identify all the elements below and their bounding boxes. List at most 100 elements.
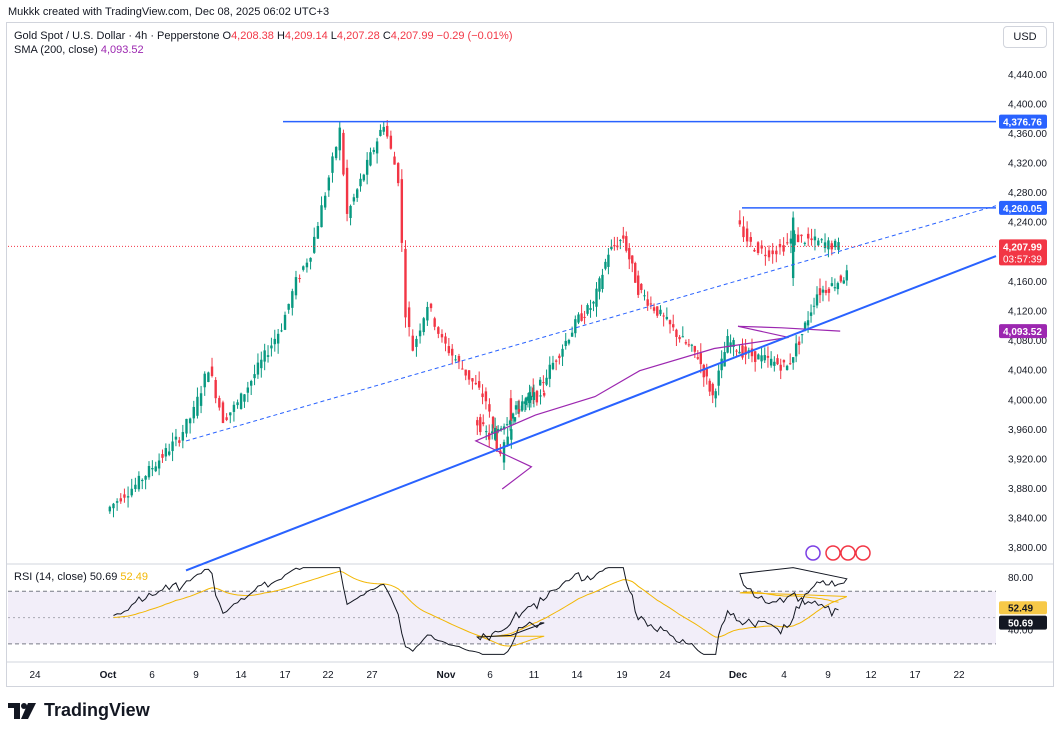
rsi-line[interactable] <box>113 567 848 655</box>
candle-body <box>613 245 616 247</box>
candle-body <box>570 332 574 337</box>
economic-event-icon[interactable] <box>855 545 871 561</box>
candle-body <box>372 149 375 152</box>
candle-body <box>291 291 294 308</box>
candle-body <box>741 345 744 358</box>
candle-body <box>789 238 793 244</box>
time-tick-label: 6 <box>487 670 493 681</box>
candle-body <box>451 348 454 356</box>
candle-body <box>745 228 749 242</box>
candle-body <box>422 318 425 333</box>
candle-body <box>157 460 161 469</box>
candle-body <box>640 283 643 290</box>
candle-body <box>508 420 512 425</box>
candle-body <box>810 238 813 241</box>
rsi-badge-text: 50.69 <box>1008 619 1033 630</box>
candle-body <box>818 288 822 296</box>
dashed-trendline[interactable] <box>185 205 997 442</box>
candle-body <box>723 352 726 367</box>
candle-body <box>763 355 766 361</box>
candle-body <box>502 442 506 463</box>
candle-body <box>619 240 622 242</box>
candle-body <box>207 372 210 382</box>
time-tick-label: Nov <box>437 670 456 681</box>
low-value: 4,207.28 <box>336 30 380 42</box>
currency-button[interactable]: USD <box>1003 26 1047 48</box>
candle-body <box>574 319 577 334</box>
candle-body <box>520 405 524 411</box>
time-tick-label: Dec <box>729 670 748 681</box>
candle-body <box>592 301 595 304</box>
sma-price-badge <box>999 324 1047 339</box>
candle-body <box>529 395 533 401</box>
candle-body <box>379 129 382 136</box>
candle-body <box>513 417 517 422</box>
candle-body <box>229 412 232 416</box>
time-tick-label: 17 <box>909 670 921 681</box>
time-tick-label: 9 <box>193 670 199 681</box>
candle-body <box>174 436 178 440</box>
candle-body <box>382 126 385 132</box>
economic-event-icon[interactable] <box>825 545 841 561</box>
price-tick-label: 4,080.00 <box>1008 336 1047 347</box>
candle-body <box>407 307 411 328</box>
candle-body <box>788 363 792 365</box>
candle-body <box>662 315 665 317</box>
candle-body <box>338 127 341 151</box>
candle-body <box>779 364 782 371</box>
candle-body <box>817 240 820 246</box>
candle-body <box>800 234 803 237</box>
support-trendline[interactable] <box>185 255 997 572</box>
candle-body <box>316 226 320 239</box>
candle-body <box>482 422 485 425</box>
economic-event-icon[interactable] <box>840 545 856 561</box>
candle-body <box>302 266 305 270</box>
rsi-label[interactable]: RSI (14, close) <box>14 571 87 583</box>
candle-body <box>696 357 700 359</box>
tradingview-logo[interactable]: TradingView <box>8 700 150 721</box>
candle-body <box>827 288 831 293</box>
candle-body <box>767 250 771 258</box>
sma-200-line[interactable] <box>474 325 841 490</box>
candle-body <box>171 441 174 452</box>
candle-body <box>797 341 801 346</box>
candle-body <box>820 239 823 241</box>
candle-body <box>842 280 846 284</box>
economic-event-icon[interactable] <box>805 545 821 561</box>
candle-body <box>294 277 298 296</box>
candle-body <box>484 391 488 402</box>
candle-body <box>327 177 331 191</box>
candle-body <box>539 395 542 397</box>
close-label: C <box>382 30 391 42</box>
candle-body <box>188 418 192 424</box>
candle-body <box>514 405 518 410</box>
candle-body <box>753 351 757 362</box>
symbol-title[interactable]: Gold Spot / U.S. Dollar · 4h · Peppersto… <box>14 30 220 42</box>
candle-body <box>246 387 250 393</box>
candle-body <box>141 479 144 482</box>
candle-body <box>130 488 133 496</box>
candle-body <box>735 350 738 352</box>
resistance-price-badge <box>999 114 1047 129</box>
candle-body <box>181 432 185 441</box>
price-tick-label: 4,160.00 <box>1008 277 1047 288</box>
candle-body <box>511 413 515 419</box>
candle-body <box>764 254 767 257</box>
candle-body <box>646 299 649 306</box>
candle-body <box>785 365 789 370</box>
candle-body <box>161 454 164 458</box>
high-label: H <box>276 30 285 42</box>
candle-body <box>643 295 646 297</box>
candle-body <box>506 436 509 446</box>
candle-body <box>221 402 225 424</box>
last-price-badge-countdown: 03:57:39 <box>1003 254 1042 265</box>
candle-body <box>577 314 580 323</box>
sma-label[interactable]: SMA (200, close) <box>14 44 98 56</box>
time-tick-label: Oct <box>100 670 117 681</box>
price-tick-label: 4,440.00 <box>1008 70 1047 81</box>
candle-body <box>791 357 795 363</box>
candle-body <box>411 335 414 351</box>
candle-body <box>786 242 789 244</box>
candle-body <box>147 465 151 478</box>
